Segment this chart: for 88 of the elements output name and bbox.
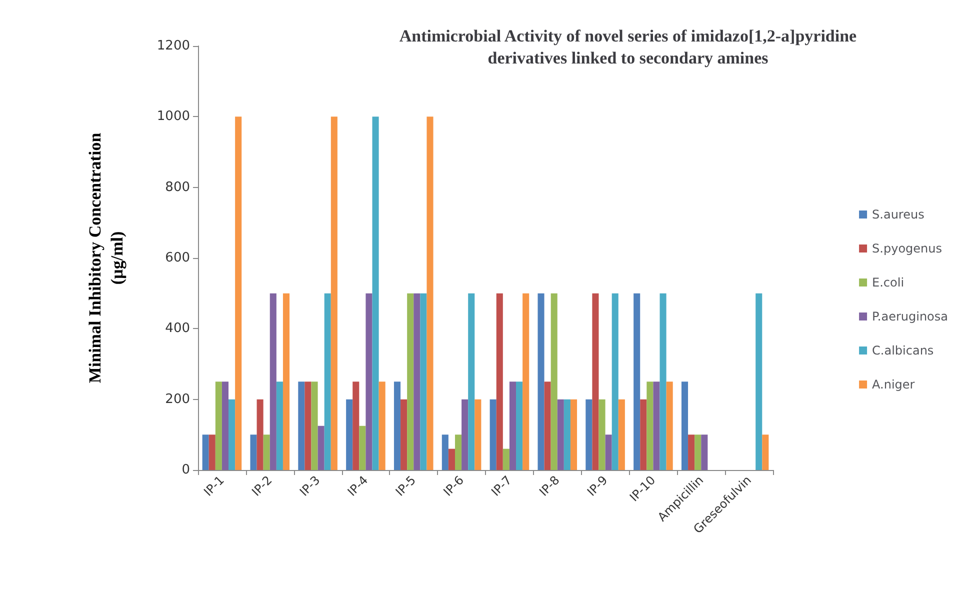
bar [509, 382, 516, 470]
bar [762, 434, 769, 470]
bar [426, 116, 434, 470]
bar [276, 382, 283, 470]
bar [215, 382, 222, 470]
bar [557, 399, 564, 470]
bar [516, 382, 523, 470]
bar [372, 116, 379, 470]
bar [420, 293, 427, 470]
bar [570, 399, 578, 470]
y-axis-title: Minimal Inhibitory Concentration (µg/ml) [86, 132, 126, 384]
y-tick-label: 1000 [156, 109, 190, 124]
legend-label: E.coli [872, 276, 904, 290]
bar [701, 434, 708, 470]
bar [394, 382, 401, 470]
legend-label: S.aureus [872, 208, 924, 222]
bar [694, 434, 702, 470]
bar [318, 426, 324, 470]
bar [666, 382, 673, 470]
bar [592, 293, 599, 470]
bar [235, 116, 242, 470]
bar [359, 426, 366, 470]
legend-label: C.albicans [872, 344, 934, 358]
bar [298, 382, 305, 470]
bar [496, 293, 503, 470]
bar [522, 293, 530, 470]
bar [366, 293, 372, 470]
bar [250, 434, 257, 470]
bar [256, 399, 264, 470]
legend-label: A.niger [872, 378, 915, 392]
x-tick-label: IP-8 [536, 473, 562, 499]
bar [352, 382, 360, 470]
bar [324, 293, 331, 470]
bar [454, 434, 462, 470]
bar [208, 434, 216, 470]
bar [330, 116, 338, 470]
bar [270, 293, 276, 470]
bar [228, 399, 236, 470]
bar [474, 399, 482, 470]
bar [550, 293, 558, 470]
bar [681, 382, 688, 470]
bar [586, 399, 592, 470]
bar [462, 399, 468, 470]
bar [640, 399, 647, 470]
x-tick-label: IP-1 [201, 473, 227, 499]
y-tick-label: 800 [165, 180, 190, 195]
x-tick-label: IP-2 [249, 473, 275, 499]
bar [564, 399, 570, 470]
bar [407, 293, 414, 470]
y-tick-label: 400 [165, 321, 190, 336]
legend-label: S.pyogenus [872, 242, 942, 256]
bar [756, 293, 762, 470]
bar [612, 293, 618, 470]
bar [544, 382, 551, 470]
bar [468, 293, 475, 470]
bar [414, 293, 420, 470]
bar [378, 382, 386, 470]
bar [304, 382, 312, 470]
x-tick-label: IP-4 [344, 473, 371, 499]
bar [448, 448, 455, 470]
y-tick-label: 600 [165, 250, 190, 266]
bar [202, 434, 209, 470]
bar [400, 399, 408, 470]
x-tick-label: IP-9 [584, 473, 610, 499]
x-tick-label: IP-3 [296, 473, 323, 499]
bar [653, 382, 660, 470]
bar [688, 434, 695, 470]
x-tick-label: IP-5 [392, 473, 419, 499]
y-tick-label: 200 [165, 392, 190, 407]
bar [538, 293, 544, 470]
bar [598, 399, 606, 470]
bar [263, 434, 270, 470]
bar [311, 382, 318, 470]
chart-title: Antimicrobial Activity of novel series of imidazo[1,2-a]pyridine derivatives linked to secondary amines [399, 26, 858, 68]
bar [490, 399, 496, 470]
y-tick-label: 0 [182, 462, 190, 478]
bar [618, 399, 625, 470]
bar [222, 382, 229, 470]
bar [660, 293, 666, 470]
bar [282, 293, 290, 470]
y-tick-label: 1200 [156, 38, 190, 54]
bar [646, 382, 654, 470]
bar [346, 399, 353, 470]
legend-label: P.aeruginosa [872, 310, 948, 324]
bar [502, 448, 510, 470]
bar [605, 434, 612, 470]
bar [634, 293, 640, 470]
bar [442, 434, 448, 470]
